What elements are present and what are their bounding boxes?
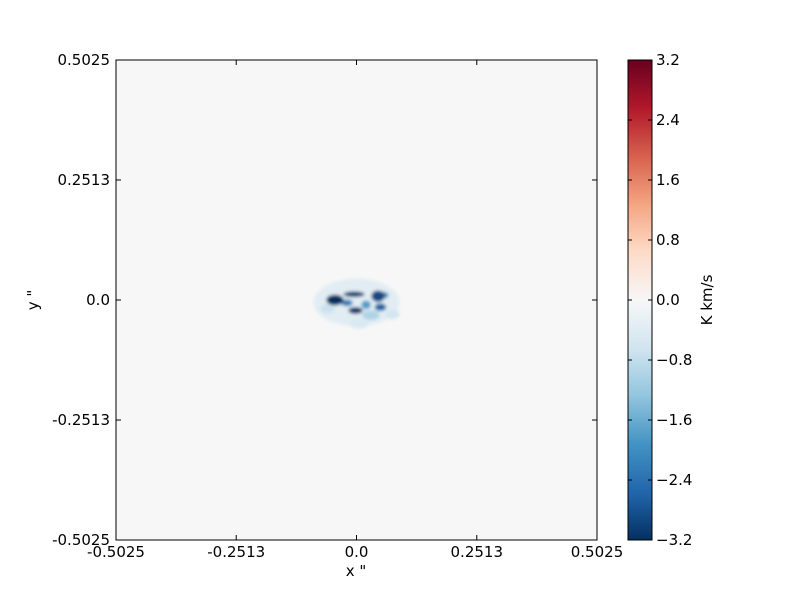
colorbar-tick-label: 3.2 bbox=[656, 51, 680, 69]
emission-blob bbox=[343, 291, 365, 298]
x-tick-label: -0.5025 bbox=[87, 543, 145, 561]
colorbar-label: K km/s bbox=[698, 274, 716, 325]
emission-blob bbox=[320, 303, 335, 314]
colorbar-tick-label: −2.4 bbox=[656, 471, 692, 489]
y-tick-label: -0.2513 bbox=[52, 411, 110, 429]
y-tick-label: 0.0 bbox=[86, 291, 110, 309]
emission-blob bbox=[326, 294, 344, 306]
x-axis-label: x " bbox=[346, 562, 367, 580]
y-tick-label: 0.5025 bbox=[58, 51, 111, 69]
emission-blob bbox=[361, 300, 371, 310]
emission-blob bbox=[374, 303, 387, 311]
colorbar-tick-label: −3.2 bbox=[656, 531, 692, 549]
emission-blob bbox=[341, 299, 353, 307]
emission-blob bbox=[385, 309, 400, 320]
y-tick-label: 0.2513 bbox=[58, 171, 111, 189]
y-axis-label: y " bbox=[24, 290, 42, 311]
colorbar-tick-label: 0.0 bbox=[656, 291, 680, 309]
x-tick-label: -0.2513 bbox=[207, 543, 265, 561]
colorbar-tick-label: 1.6 bbox=[656, 171, 680, 189]
x-tick-label: 0.0 bbox=[345, 543, 369, 561]
colorbar-tick-label: 0.8 bbox=[656, 231, 680, 249]
emission-blob bbox=[371, 290, 385, 302]
colorbar-tick-label: −1.6 bbox=[656, 411, 692, 429]
emission-blob bbox=[348, 307, 363, 314]
colorbar-ticks: 3.2 2.4 1.6 0.8 0.0 −0.8 −1.6 −2.4 −3.2 bbox=[628, 51, 692, 549]
x-tick-label: 0.5025 bbox=[571, 543, 624, 561]
x-axis: -0.5025 -0.2513 0.0 0.2513 0.5025 bbox=[87, 60, 623, 561]
colorbar-tick-label: 2.4 bbox=[656, 111, 680, 129]
x-tick-label: 0.2513 bbox=[451, 543, 504, 561]
emission-blob bbox=[362, 310, 380, 321]
emission-blob bbox=[313, 278, 400, 327]
y-axis: 0.5025 0.2513 0.0 -0.2513 -0.5025 bbox=[52, 51, 597, 549]
colorbar-tick-label: −0.8 bbox=[656, 351, 692, 369]
heatmap-emission bbox=[313, 278, 400, 329]
emission-blob bbox=[349, 319, 369, 329]
y-tick-label: -0.5025 bbox=[52, 531, 110, 549]
